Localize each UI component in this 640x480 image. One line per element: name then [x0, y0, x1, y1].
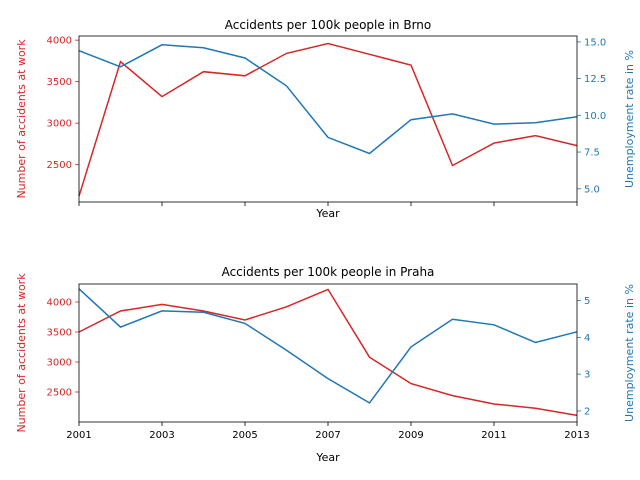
y-axis-label-left: Number of accidents at work: [15, 273, 28, 433]
plot-frame: [78, 283, 578, 423]
y-left-tick-label: 2500: [47, 160, 72, 171]
y-left-tick-label: 4000: [47, 36, 72, 47]
chart-praha: Accidents per 100k people in Praha 2500 3…: [15, 265, 636, 464]
y-axis-label-left: Number of accidents at work: [15, 39, 28, 199]
y-axis-label-right: Unemployment rate in %: [623, 50, 636, 188]
chart-title: Accidents per 100k people in Brno: [225, 18, 431, 32]
unemployment-series-line: [78, 44, 578, 155]
chart-brno: Accidents per 100k people in Brno 2500 30…: [15, 18, 636, 220]
x-tick-label: 2013: [564, 430, 589, 441]
y-right-tick-label: 5.0: [584, 184, 600, 195]
x-axis-label: Year: [315, 207, 340, 220]
y-left-tick-label: 4000: [47, 298, 72, 309]
series-layer: [78, 42, 578, 197]
x-tick-label: 2001: [66, 430, 91, 441]
x-tick-label: 2009: [398, 430, 423, 441]
y-right-tick-label: 15.0: [584, 37, 606, 48]
plot-frame: [78, 35, 578, 203]
y-left-tick-label: 3500: [47, 77, 72, 88]
y-right-tick-label: 4: [584, 333, 590, 344]
x-tick-label: 2003: [149, 430, 174, 441]
unemployment-series-line: [78, 288, 578, 404]
y-left-tick-label: 3000: [47, 119, 72, 130]
y-left-tick-label: 3500: [47, 328, 72, 339]
y-right-tick-label: 2: [584, 406, 590, 417]
y-right-tick-label: 7.5: [584, 148, 600, 159]
ticks-layer: 2500 3000 3500 4000 2 3 4 5 2001 2003 2005 2007 2009…: [47, 296, 591, 441]
accidents-series-line: [78, 288, 578, 417]
x-tick-label: 2007: [315, 430, 340, 441]
y-right-tick-label: 12.5: [584, 74, 606, 85]
x-tick-label: 2011: [481, 430, 506, 441]
y-right-tick-label: 10.0: [584, 111, 606, 122]
y-left-tick-label: 3000: [47, 358, 72, 369]
chart-title: Accidents per 100k people in Praha: [222, 265, 435, 279]
ticks-layer: 2500 3000 3500 4000 5.0 7.5 10.0 12.5 15.0: [47, 36, 606, 206]
y-right-tick-label: 5: [584, 296, 590, 307]
y-left-tick-label: 2500: [47, 388, 72, 399]
y-axis-label-right: Unemployment rate in %: [623, 284, 636, 422]
x-tick-label: 2005: [232, 430, 257, 441]
series-layer: [78, 288, 578, 417]
y-right-tick-label: 3: [584, 370, 590, 381]
accidents-series-line: [78, 42, 578, 197]
x-axis-label: Year: [315, 451, 340, 464]
